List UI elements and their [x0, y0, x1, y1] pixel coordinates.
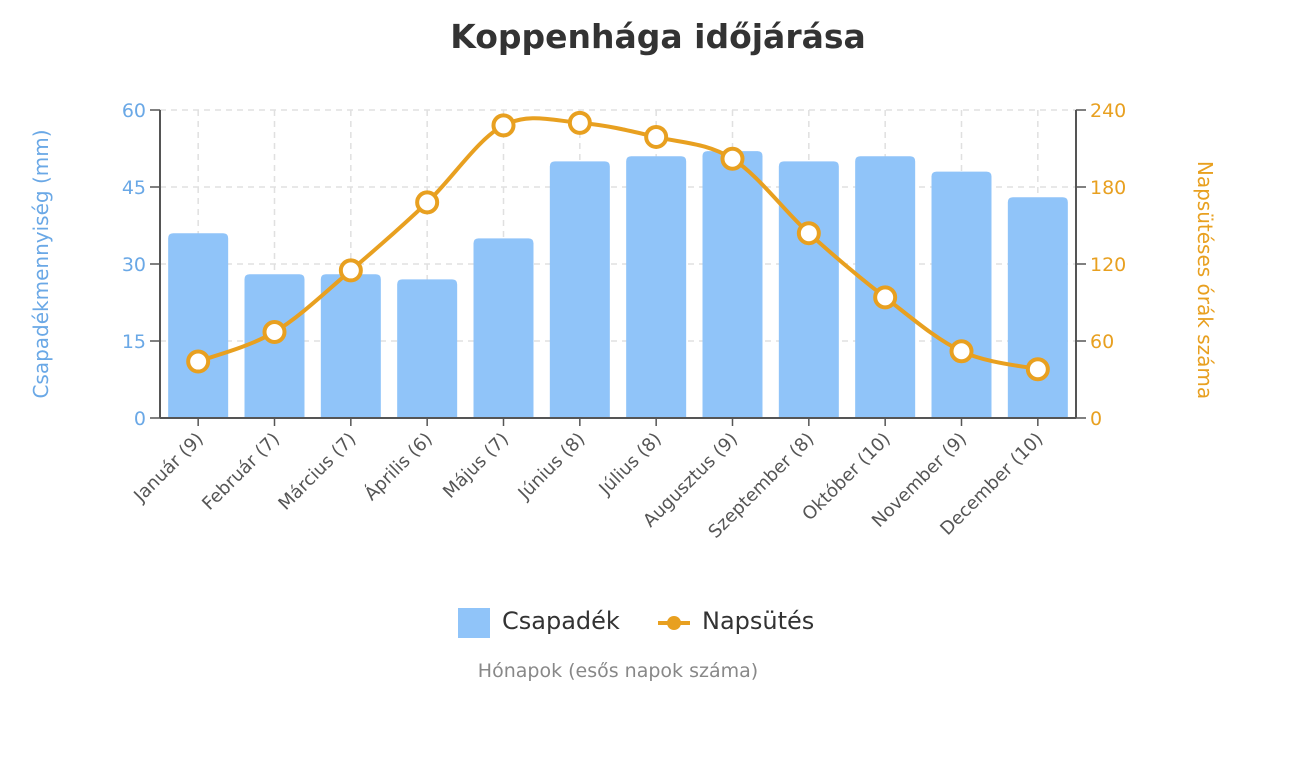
legend-label: Csapadék: [502, 607, 620, 635]
sunshine-point: [720, 146, 745, 171]
legend-swatch-bar: [458, 608, 490, 638]
y-axis-left-label: Csapadékmennyiség (mm): [29, 129, 53, 398]
x-tick-label: Április (6): [360, 428, 437, 505]
bar: [931, 171, 992, 418]
bar: [244, 274, 305, 418]
y-left-tick-label: 0: [134, 408, 146, 430]
y-right-tick-label: 180: [1090, 177, 1126, 199]
legend-label: Napsütés: [702, 607, 814, 635]
x-tick-label: Február (7): [198, 429, 284, 515]
legend-item-napsutes[interactable]: Napsütés: [658, 607, 814, 635]
y-left-tick-label: 15: [122, 331, 146, 353]
y-right-tick-label: 0: [1090, 408, 1102, 430]
y-left-tick-label: 45: [122, 177, 146, 199]
sunshine-point: [262, 320, 287, 345]
sunshine-point: [644, 124, 669, 149]
legend-item-csapadek[interactable]: Csapadék: [458, 607, 620, 638]
bar: [778, 161, 839, 419]
sunshine-point: [338, 258, 363, 283]
sunshine-point: [415, 190, 440, 215]
x-tick-label: Július (8): [594, 429, 665, 500]
bar-series: [168, 151, 1068, 419]
bar: [168, 233, 229, 418]
sunshine-point: [873, 285, 898, 310]
y-axis-right-label: Napsütéses órák száma: [1193, 161, 1217, 399]
x-tick-label: Március (7): [274, 429, 360, 515]
y-right-tick-label: 60: [1090, 331, 1114, 353]
legend-swatch-marker: [667, 616, 681, 630]
chart-title: Koppenhága időjárása: [450, 17, 866, 56]
bar: [702, 151, 763, 419]
bar: [549, 161, 610, 419]
sunshine-point: [796, 221, 821, 246]
legend: Csapadék Napsütés: [458, 607, 814, 638]
x-tick-label: Január (9): [129, 429, 207, 507]
bar: [397, 279, 458, 418]
sunshine-point: [567, 110, 592, 135]
sunshine-point: [186, 349, 211, 374]
bar: [1007, 197, 1068, 418]
y-left-tick-label: 60: [122, 100, 146, 122]
sunshine-point: [491, 113, 516, 138]
sunshine-point: [1025, 357, 1050, 382]
bar: [626, 156, 687, 418]
x-axis-label: Hónapok (esős napok száma): [478, 660, 758, 682]
x-tick-label: Június (8): [514, 429, 590, 505]
y-left-tick-label: 30: [122, 254, 146, 276]
y-right-tick-label: 120: [1090, 254, 1126, 276]
bar: [320, 274, 381, 418]
sunshine-point: [949, 339, 974, 364]
y-right-tick-label: 240: [1090, 100, 1126, 122]
x-tick-label: Május (7): [439, 429, 513, 503]
bar: [473, 238, 534, 418]
line-series: [186, 110, 1050, 382]
